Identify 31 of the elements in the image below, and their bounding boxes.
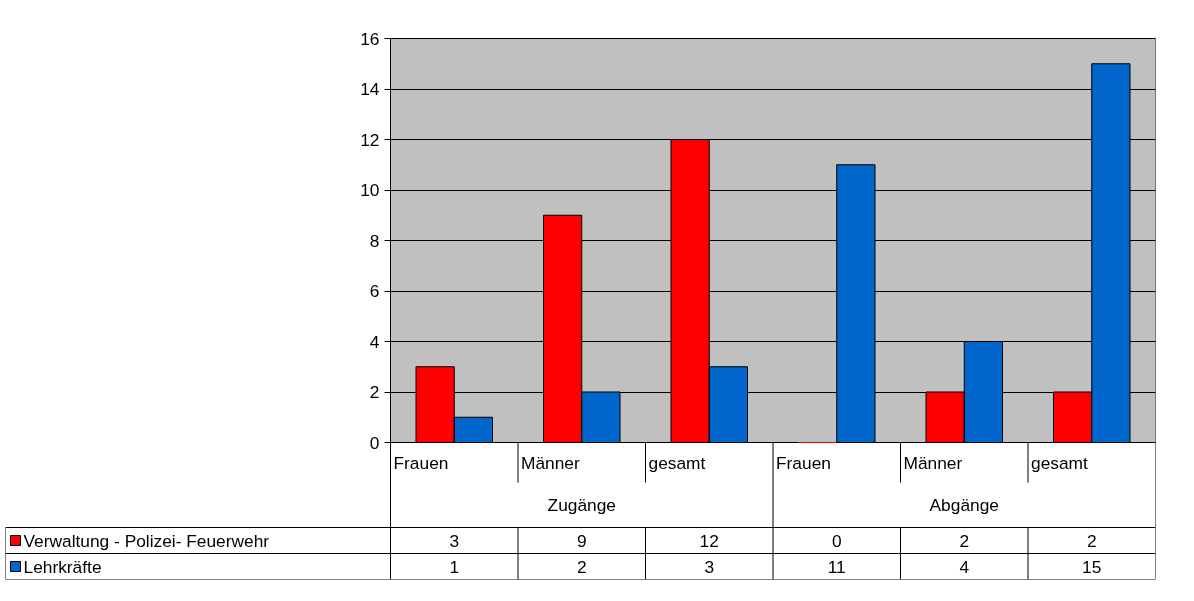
legend-label: Lehrkräfte [23,556,102,577]
x-tick-label: Männer [903,452,963,473]
y-tick-label: 12 [360,129,380,150]
x-tick-label: gesamt [1031,452,1089,473]
y-tick-label: 14 [360,79,380,99]
data-label: 12 [699,530,719,551]
y-tick-label: 2 [369,382,380,402]
data-label: 2 [1086,530,1097,551]
text: Zugänge [547,494,616,515]
data-label: 3 [704,556,715,577]
data-label: 4 [959,556,970,577]
data-label: 3 [449,530,460,551]
data-label: 15 [1082,556,1102,577]
data-label: 2 [959,530,970,551]
x-tick-label: gesamt [648,452,706,473]
x-tick-label: Frauen [393,452,449,473]
y-tick-label: 10 [360,180,380,200]
y-tick-label: 0 [369,432,380,453]
data-label: 1 [449,556,460,577]
data-label: 0 [831,530,842,551]
x-tick-label: Frauen [776,452,831,473]
text: Abgänge [929,494,999,515]
data-label: 2 [576,556,587,577]
y-tick-label: 4 [369,331,380,352]
y-tick-label: 16 [360,28,380,49]
data-label: 11 [827,556,846,577]
data-label: 9 [576,530,587,551]
legend-label: Verwaltung - Polizei- Feuerwehr [23,530,270,551]
y-tick-label: 6 [369,281,380,301]
y-tick-label: 8 [369,230,380,251]
x-tick-label: Männer [521,452,580,473]
